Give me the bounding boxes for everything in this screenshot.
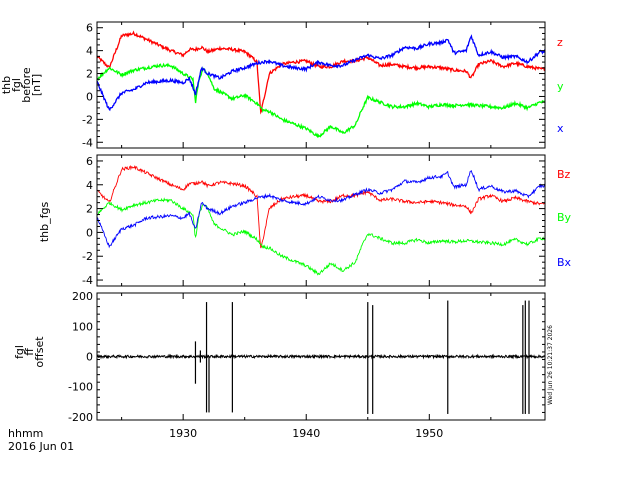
y-tick-label: -4: [82, 274, 93, 287]
y-tick-label: 200: [72, 290, 93, 303]
y-tick-label: -2: [82, 250, 93, 263]
y-tick-label: 100: [72, 320, 93, 333]
panel-frame: [96, 154, 546, 287]
y-axis-label: fgl: [13, 345, 26, 359]
y-tick-label: 6: [86, 22, 93, 35]
series-line-by: [97, 197, 545, 276]
y-tick-label: 2: [86, 68, 93, 81]
x-axis: 1930 1940 1950: [169, 427, 443, 440]
y-tick-label: 4: [86, 179, 93, 192]
series-line-z: [97, 30, 545, 115]
series-line-bz: [97, 164, 545, 249]
legend-label-by: By: [557, 211, 572, 224]
y-tick-label: 2: [86, 203, 93, 216]
y-tick-label: -100: [68, 381, 93, 394]
legend-label-x: x: [557, 122, 564, 135]
offset-baseline-line: [97, 353, 545, 360]
y-tick-label: 0: [86, 226, 93, 239]
timestamp-label: Wed Jun 26 10:21:37 2026: [547, 325, 554, 405]
series-line-x: [97, 34, 545, 112]
panel-middle: -4 -2 0 2 4 6 thb_fgs Bz By Bx: [38, 154, 572, 287]
y-axis-label: offset: [33, 336, 46, 368]
y-tick-label: 0: [86, 90, 93, 103]
legend-label-bz: Bz: [557, 168, 571, 181]
panel-frame: [96, 292, 546, 421]
panel-frame: [96, 21, 546, 149]
y-tick-label: -2: [82, 113, 93, 126]
y-tick-label: 4: [86, 45, 93, 58]
y-axis-label: thb: [0, 76, 13, 94]
x-unit-label: hhmm: [8, 427, 43, 440]
y-axis-label: thb_fgs: [38, 202, 51, 243]
y-tick-label: 0: [86, 351, 93, 364]
legend-label-bx: Bx: [557, 256, 572, 269]
series-line-bx: [97, 170, 545, 249]
legend-label-y: y: [557, 80, 564, 93]
series-line-y: [97, 62, 545, 138]
y-axis-label: before: [20, 67, 33, 103]
y-tick-label: -4: [82, 136, 93, 149]
x-date-label: 2016 Jun 01: [8, 440, 74, 453]
y-tick-label: -200: [68, 411, 93, 424]
x-tick-label: 1950: [415, 427, 443, 440]
y-axis-label: fgl: [10, 78, 23, 92]
y-tick-label: 6: [86, 155, 93, 168]
x-tick-label: 1940: [292, 427, 320, 440]
x-tick-label: 1930: [169, 427, 197, 440]
y-axis-label: ff: [23, 348, 36, 356]
legend-label-z: z: [557, 36, 563, 49]
y-axis-label: [nT]: [30, 74, 43, 96]
